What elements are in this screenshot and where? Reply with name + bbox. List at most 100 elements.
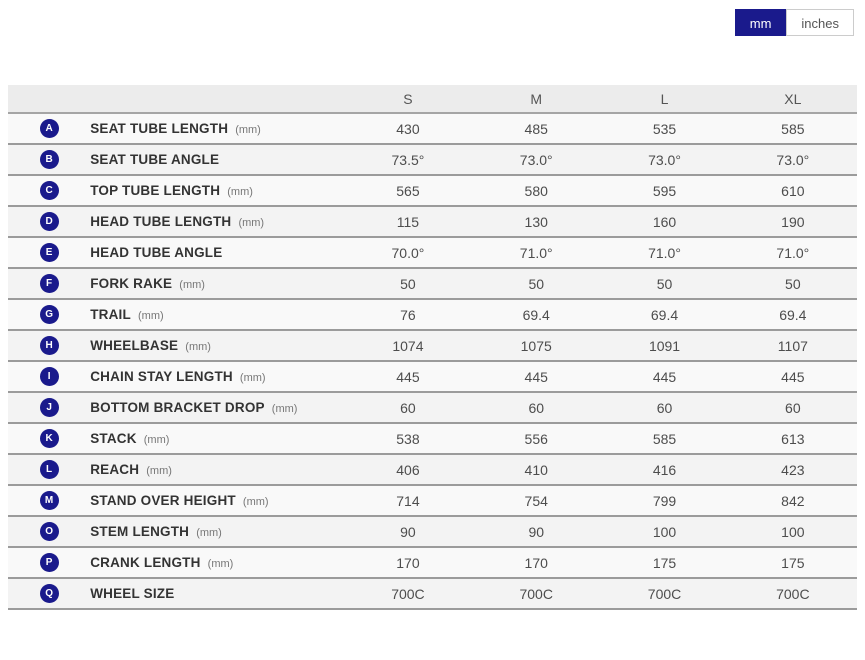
row-label: WHEELBASE (90, 337, 179, 353)
row-unit: (mm) (204, 557, 234, 570)
row-letter-badge: I (39, 367, 59, 386)
row-badge-cell: I (8, 361, 91, 393)
size-value-cell: 445 (343, 361, 473, 393)
size-value-cell: 70.0° (343, 237, 473, 269)
size-value-cell: 538 (343, 423, 473, 455)
table-row: E HEAD TUBE ANGLE 70.0° 71.0° 71.0° 71.0° (8, 237, 857, 269)
row-letter-badge: P (39, 553, 59, 572)
row-badge-cell: E (8, 237, 91, 269)
row-letter-badge: Q (39, 584, 59, 603)
geometry-table-body: A SEAT TUBE LENGTH (mm) 430 485 535 585 B S… (8, 113, 857, 610)
size-value-cell: 714 (343, 485, 473, 517)
row-letter-badge: L (39, 460, 59, 479)
size-value-cell: 485 (472, 113, 601, 145)
size-value-cell: 71.0° (728, 237, 857, 269)
row-label-cell: STAND OVER HEIGHT (mm) (90, 485, 344, 517)
row-label: STEM LENGTH (90, 523, 190, 539)
table-row: M STAND OVER HEIGHT (mm) 714 754 799 842 (8, 485, 857, 517)
row-letter-badge: B (39, 150, 59, 169)
size-value-cell: 175 (728, 547, 857, 579)
row-badge-cell: F (8, 268, 91, 300)
size-value-cell: 842 (728, 485, 857, 517)
size-value-cell: 754 (472, 485, 601, 517)
geometry-table-header: S M L XL (8, 85, 857, 114)
table-row: G TRAIL (mm) 76 69.4 69.4 69.4 (8, 299, 857, 331)
row-unit: (mm) (268, 402, 298, 415)
row-unit: (mm) (140, 433, 170, 446)
row-label-cell: FORK RAKE (mm) (90, 268, 344, 300)
unit-mm-button[interactable]: mm (734, 9, 787, 36)
row-unit: (mm) (236, 371, 266, 384)
header-label-spacer (90, 85, 344, 114)
row-letter-badge: D (39, 212, 59, 231)
size-value-cell: 423 (728, 454, 857, 486)
size-value-cell: 130 (472, 206, 601, 238)
row-unit: (mm) (232, 123, 261, 136)
size-value-cell: 73.5° (343, 144, 473, 176)
size-value-cell: 406 (343, 454, 473, 486)
row-badge-cell: P (8, 547, 91, 579)
row-letter-badge: A (39, 119, 59, 138)
size-value-cell: 585 (600, 423, 729, 455)
size-value-cell: 69.4 (472, 299, 601, 331)
unit-inches-button[interactable]: inches (786, 9, 854, 36)
size-value-cell: 60 (600, 392, 729, 424)
row-label: CRANK LENGTH (90, 554, 201, 570)
row-label: STACK (90, 430, 137, 446)
row-label: HEAD TUBE ANGLE (90, 244, 223, 260)
row-label: REACH (90, 461, 140, 477)
column-header-l: L (600, 85, 729, 114)
row-label-cell: WHEELBASE (mm) (90, 330, 344, 362)
size-value-cell: 556 (472, 423, 601, 455)
size-value-cell: 416 (600, 454, 729, 486)
size-value-cell: 700C (343, 578, 473, 610)
row-label: TOP TUBE LENGTH (90, 182, 221, 198)
row-label-cell: STEM LENGTH (mm) (90, 516, 344, 548)
row-letter-badge: M (39, 491, 59, 510)
size-value-cell: 445 (600, 361, 729, 393)
size-value-cell: 60 (343, 392, 473, 424)
row-label-cell: CHAIN STAY LENGTH (mm) (90, 361, 344, 393)
row-label: STAND OVER HEIGHT (90, 492, 236, 508)
table-row: P CRANK LENGTH (mm) 170 170 175 175 (8, 547, 857, 579)
table-row: J BOTTOM BRACKET DROP (mm) 60 60 60 60 (8, 392, 857, 424)
size-value-cell: 535 (600, 113, 729, 145)
size-value-cell: 60 (472, 392, 601, 424)
size-value-cell: 445 (728, 361, 857, 393)
table-row: I CHAIN STAY LENGTH (mm) 445 445 445 445 (8, 361, 857, 393)
size-value-cell: 700C (472, 578, 601, 610)
row-unit: (mm) (176, 278, 205, 291)
row-unit: (mm) (143, 464, 172, 477)
table-row: O STEM LENGTH (mm) 90 90 100 100 (8, 516, 857, 548)
table-row: B SEAT TUBE ANGLE 73.5° 73.0° 73.0° 73.0° (8, 144, 857, 176)
row-letter-badge: O (39, 522, 59, 541)
table-row: F FORK RAKE (mm) 50 50 50 50 (8, 268, 857, 300)
table-row: Q WHEEL SIZE 700C 700C 700C 700C (8, 578, 857, 610)
row-label-cell: HEAD TUBE ANGLE (90, 237, 344, 269)
size-value-cell: 100 (728, 516, 857, 548)
column-header-m: M (472, 85, 601, 114)
size-value-cell: 410 (472, 454, 601, 486)
table-row: H WHEELBASE (mm) 1074 1075 1091 1107 (8, 330, 857, 362)
row-badge-cell: O (8, 516, 91, 548)
row-letter-badge: G (39, 305, 59, 324)
table-row: L REACH (mm) 406 410 416 423 (8, 454, 857, 486)
size-value-cell: 565 (343, 175, 473, 207)
table-row: C TOP TUBE LENGTH (mm) 565 580 595 610 (8, 175, 857, 207)
size-value-cell: 71.0° (472, 237, 601, 269)
size-value-cell: 76 (343, 299, 473, 331)
row-badge-cell: J (8, 392, 91, 424)
size-value-cell: 170 (472, 547, 601, 579)
size-value-cell: 170 (343, 547, 473, 579)
table-row: K STACK (mm) 538 556 585 613 (8, 423, 857, 455)
row-letter-badge: C (39, 181, 59, 200)
row-letter-badge: J (39, 398, 59, 417)
size-value-cell: 90 (343, 516, 473, 548)
column-header-s: S (343, 85, 473, 114)
row-label: FORK RAKE (90, 275, 173, 291)
size-value-cell: 73.0° (728, 144, 857, 176)
size-value-cell: 73.0° (600, 144, 729, 176)
size-value-cell: 430 (343, 113, 473, 145)
row-label-cell: TOP TUBE LENGTH (mm) (90, 175, 344, 207)
